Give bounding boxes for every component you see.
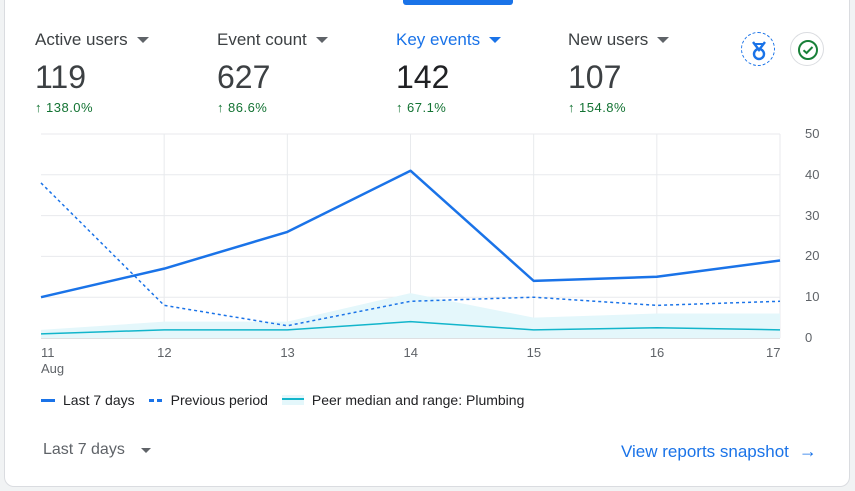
- date-range-dropdown[interactable]: Last 7 days: [43, 441, 151, 459]
- x-tick-label: 17: [766, 345, 781, 360]
- caret-down-icon: [315, 37, 328, 43]
- y-tick-label: 0: [805, 330, 813, 345]
- dashed-line-swatch-icon: [148, 398, 163, 402]
- view-reports-snapshot-link[interactable]: View reports snapshot →: [621, 441, 817, 462]
- arrow-up-icon: ↑: [217, 100, 224, 115]
- check-circle-icon[interactable]: [790, 32, 824, 66]
- x-tick-label: 12: [157, 345, 172, 360]
- legend-last-7-days[interactable]: Last 7 days: [41, 392, 135, 408]
- chart-legend: Last 7 days Previous period Peer median …: [41, 392, 538, 408]
- overview-card: Active users 119 ↑ 138.0% Event count 627…: [4, 0, 850, 487]
- metric-label: Active users: [35, 30, 128, 49]
- arrow-up-icon: ↑: [35, 100, 42, 115]
- key-events-line-chart: [40, 133, 781, 339]
- metric-change: 138.0%: [46, 100, 94, 115]
- arrow-right-icon: →: [798, 441, 817, 461]
- y-tick-label: 10: [805, 289, 820, 305]
- metric-value: 627: [217, 59, 271, 95]
- link-label: View reports snapshot: [621, 441, 789, 461]
- metric-change: 67.1%: [407, 100, 447, 115]
- legend-previous-period[interactable]: Previous period: [148, 392, 268, 408]
- x-tick-label: 16: [649, 345, 665, 360]
- metric-label: Event count: [217, 30, 307, 49]
- y-tick-label: 40: [805, 166, 820, 182]
- insights-badge-glyph: [752, 41, 766, 61]
- metric-active-users[interactable]: Active users 119 ↑ 138.0%: [35, 30, 149, 115]
- peer-range-band: [41, 293, 780, 338]
- arrow-up-icon: ↑: [396, 100, 403, 115]
- peer-median-line: [40, 320, 781, 335]
- x-tick-label: 11: [41, 345, 55, 360]
- date-range-label: Last 7 days: [43, 441, 125, 458]
- selected-metric-indicator: [403, 0, 513, 5]
- y-tick-label: 30: [805, 207, 820, 223]
- y-tick-label: 50: [805, 126, 820, 141]
- legend-label: Peer median and range: Plumbing: [311, 392, 525, 408]
- legend-label: Last 7 days: [63, 392, 135, 408]
- x-tick-label: 15: [526, 345, 542, 360]
- checkmark-glyph: [802, 46, 814, 55]
- metric-value: 107: [568, 59, 622, 95]
- caret-down-icon: [489, 37, 502, 43]
- insights-badge-icon[interactable]: [741, 32, 775, 66]
- metric-value: 119: [35, 59, 87, 95]
- metric-change: 154.8%: [579, 100, 627, 115]
- legend-peer-median[interactable]: Peer median and range: Plumbing: [281, 392, 525, 408]
- y-tick-label: 20: [805, 248, 820, 264]
- solid-line-swatch-icon: [41, 398, 55, 402]
- metric-key-events[interactable]: Key events 142 ↑ 67.1%: [396, 30, 502, 115]
- metric-label: New users: [568, 30, 649, 49]
- x-tick-label: 14: [403, 345, 418, 360]
- metric-event-count[interactable]: Event count 627 ↑ 86.6%: [217, 30, 328, 115]
- metric-label: Key events: [396, 30, 481, 49]
- metric-value: 142: [396, 59, 450, 95]
- last-7-days-line: [40, 169, 781, 299]
- caret-down-icon: [136, 37, 149, 43]
- band-swatch-icon: [281, 395, 304, 405]
- metric-new-users[interactable]: New users 107 ↑ 154.8%: [568, 30, 670, 115]
- x-tick-label: 13: [280, 345, 295, 360]
- legend-label: Previous period: [170, 392, 268, 408]
- arrow-up-icon: ↑: [568, 100, 575, 115]
- caret-down-icon: [657, 37, 670, 43]
- metric-change: 86.6%: [228, 100, 268, 115]
- caret-down-icon: [140, 447, 151, 453]
- x-tick-sublabel: Aug: [41, 361, 65, 376]
